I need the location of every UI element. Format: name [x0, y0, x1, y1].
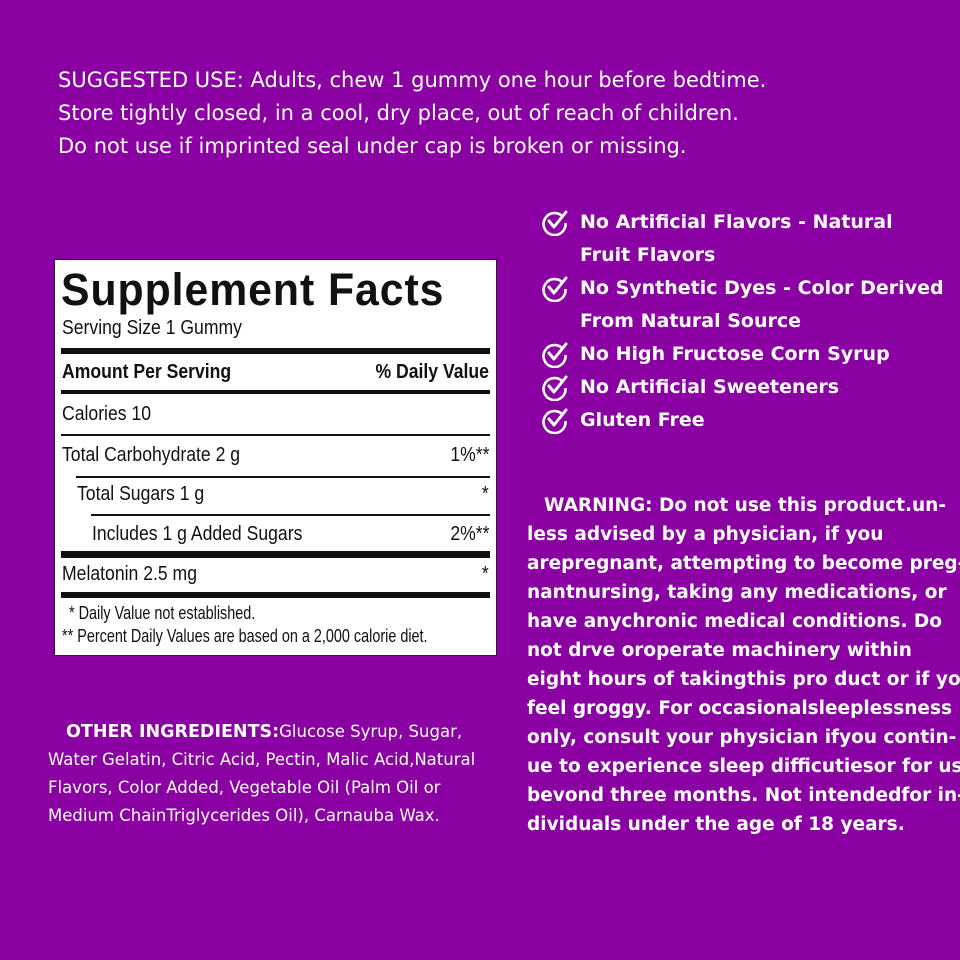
warning-line: WARNING: Do not use this product.un-: [544, 495, 947, 516]
divider: [61, 434, 490, 436]
claim-text: No Synthetic Dyes - Color Derived: [580, 277, 944, 299]
ingredients-line: Water Gelatin, Citric Acid, Pectin, Mali…: [48, 750, 476, 769]
facts-row-carbohydrate: Total Carbohydrate 2 g: [62, 444, 241, 466]
supplement-facts-panel: Supplement Facts Serving Size 1 Gummy Am…: [54, 259, 497, 656]
suggested-use-line: SUGGESTED USE: Adults, chew 1 gummy one …: [58, 68, 767, 92]
divider: [61, 551, 490, 558]
facts-row-sugars: Total Sugars 1 g: [77, 483, 205, 505]
suggested-use-line: Do not use if imprinted seal under cap i…: [58, 134, 687, 158]
suggested-use-line: Store tightly closed, in a cool, dry pla…: [58, 101, 739, 125]
circle-check-icon: [542, 276, 568, 302]
warning-line: have anychronic medical conditions. Do: [527, 611, 942, 632]
divider: [91, 514, 490, 516]
claim-text: Fruit Flavors: [580, 244, 716, 266]
warning-line: bevond three months. Not intendedfor in-: [527, 785, 960, 806]
facts-row-dv: *: [482, 483, 489, 505]
ingredients-label: OTHER INGREDIENTS:: [66, 722, 280, 742]
serving-size: Serving Size 1 Gummy: [62, 317, 242, 339]
claim-text: From Natural Source: [580, 310, 802, 332]
warning-line: eight hours of takingthis pro duct or if…: [527, 669, 960, 690]
warning-line: not drve oroperate machinery within: [527, 640, 912, 661]
ingredients-line: Flavors, Color Added, Vegetable Oil (Pal…: [48, 778, 441, 797]
ingredients-line: Glucose Syrup, Sugar,: [279, 722, 463, 741]
facts-row-dv: 2%**: [449, 523, 489, 545]
facts-row-added-sugars: Includes 1 g Added Sugars: [92, 523, 303, 545]
claim-text: No Artificial Flavors - Natural: [580, 211, 893, 233]
warning-line: feel groggy. For occasionalsleeplessness: [527, 698, 953, 719]
claim-text: Gluten Free: [580, 409, 705, 431]
facts-row-melatonin: Melatonin 2.5 mg: [62, 563, 198, 585]
facts-title: Supplement Facts: [61, 264, 445, 315]
claim-text: No Artificial Sweeteners: [580, 376, 840, 398]
divider: [61, 348, 490, 354]
circle-check-icon: [542, 342, 568, 368]
warning-line: arepregnant, attempting to become preg-: [527, 553, 960, 574]
footnote-percent: ** Percent Daily Values are based on a 2…: [62, 626, 428, 646]
facts-row-dv: *: [482, 563, 489, 585]
divider: [61, 390, 490, 394]
warning-line: only, consult your physician ifyou conti…: [527, 727, 957, 748]
facts-row-dv: 1%**: [449, 444, 489, 466]
claim-text: No High Fructose Corn Syrup: [580, 343, 890, 365]
warning-line: ue to experience sleep difficutiesor for…: [527, 756, 960, 777]
footnote-dv: * Daily Value not established.: [69, 603, 256, 623]
divider: [61, 592, 490, 598]
facts-row-calories: Calories 10: [62, 403, 152, 425]
divider: [76, 476, 490, 478]
ingredients-line: Medium ChainTriglycerides Oil), Carnauba…: [48, 806, 440, 825]
warning-line: less advised by a physician, if you: [527, 524, 884, 545]
warning-line: nantnursing, taking any medications, or: [527, 582, 947, 603]
amount-header: Amount Per Serving: [62, 361, 232, 383]
warning-line: dividuals under the age of 18 years.: [527, 814, 905, 835]
circle-check-icon: [542, 375, 568, 401]
circle-check-icon: [542, 408, 568, 434]
dv-header: % Daily Value: [375, 361, 489, 383]
circle-check-icon: [542, 210, 568, 236]
